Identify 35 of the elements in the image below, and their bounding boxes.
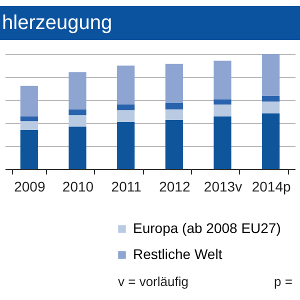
text: v = vorläufig <box>118 274 188 289</box>
legend-label: Europa (ab 2008 EU27) <box>133 220 281 236</box>
x-tick-label: 2012 <box>159 178 190 194</box>
bar <box>165 109 183 120</box>
bar <box>262 54 280 96</box>
bar <box>68 126 86 169</box>
x-tick-label: 2009 <box>14 178 46 194</box>
bar <box>262 96 280 102</box>
bar <box>262 113 280 169</box>
bar <box>214 99 232 104</box>
bar <box>262 101 280 114</box>
bar <box>214 116 232 169</box>
bar <box>117 122 135 169</box>
bar <box>214 104 232 116</box>
bar <box>20 130 38 169</box>
bar <box>165 64 183 103</box>
bar <box>20 86 38 116</box>
x-tick-label: 2013v <box>204 178 242 194</box>
bar <box>117 66 135 104</box>
bar <box>117 110 135 122</box>
x-tick-label: 2014p <box>252 178 292 194</box>
x-tick-label: 2011 <box>111 178 142 194</box>
x-tick-label: 2010 <box>62 178 94 194</box>
bar <box>165 120 183 169</box>
bar <box>68 72 86 110</box>
bar <box>68 109 86 116</box>
text: p = <box>274 274 292 289</box>
bar <box>214 60 232 100</box>
legend-label: Restliche Welt <box>133 246 222 262</box>
chart-title: hlerzeugung <box>0 6 300 40</box>
bar <box>68 115 86 127</box>
bar <box>165 102 183 110</box>
bar <box>117 104 135 110</box>
bar <box>20 121 38 130</box>
bar <box>20 116 38 122</box>
